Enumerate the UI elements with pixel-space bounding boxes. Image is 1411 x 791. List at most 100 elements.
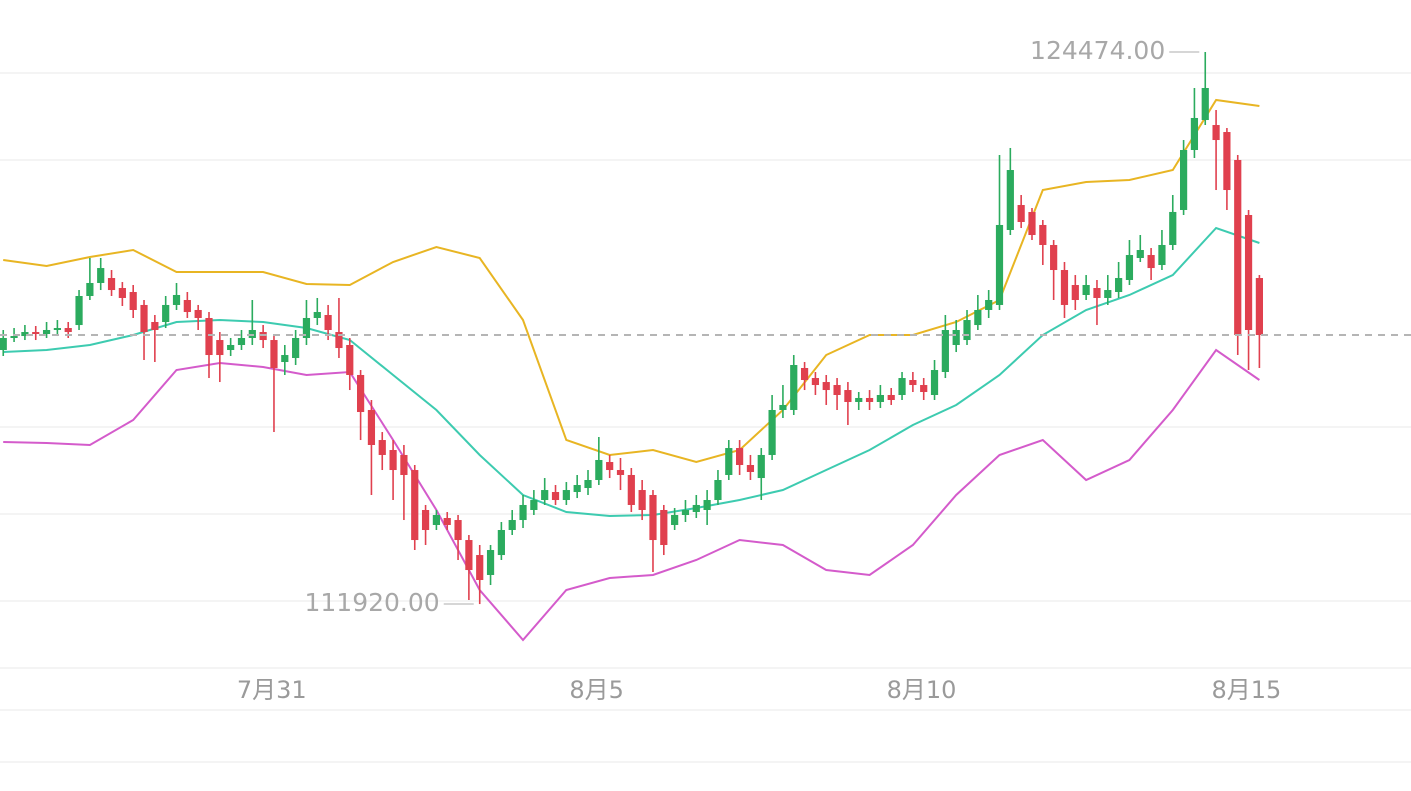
candle-body [562, 490, 570, 501]
candle-body [172, 294, 181, 305]
candle-body [876, 394, 884, 402]
candle-body [1071, 285, 1079, 301]
candle-body [1093, 288, 1101, 298]
candle-body [790, 365, 798, 410]
candle-body [865, 397, 874, 402]
candle-body [292, 338, 300, 359]
candle-body [42, 329, 51, 334]
candle-body [941, 329, 949, 372]
annotation-label: 124474.00 [1030, 36, 1165, 65]
x-tick-label: 8月10 [887, 676, 957, 704]
candle-body [486, 550, 495, 575]
candle-body [118, 288, 126, 298]
annotation-label: 111920.00 [305, 588, 440, 617]
candle-body [248, 329, 256, 339]
candle-body [194, 309, 202, 318]
candle-body [497, 530, 505, 556]
candle-body [671, 515, 679, 525]
candle-body [1039, 224, 1047, 245]
candle-body [541, 490, 549, 501]
candle-body [97, 268, 105, 283]
candle-body [974, 309, 982, 326]
candle-body [995, 224, 1004, 305]
candle-body [1244, 215, 1253, 330]
candle-body [162, 304, 170, 322]
candle-body [757, 454, 765, 479]
candle-body [140, 304, 148, 333]
candle-body [1006, 170, 1014, 230]
x-tick-label: 8月5 [569, 676, 624, 704]
candle-body [1158, 244, 1166, 266]
candle-body [454, 520, 462, 541]
candle-body [1179, 150, 1188, 210]
candle-body [530, 500, 538, 510]
candle-body [465, 540, 473, 571]
candle-body [1147, 255, 1155, 269]
candle-body [281, 355, 289, 363]
candle-body [205, 317, 213, 356]
candle-body [909, 379, 917, 386]
candle-body [800, 367, 809, 380]
candle-body [1050, 244, 1058, 271]
candle-body [1190, 117, 1199, 151]
candle-body [1136, 250, 1144, 259]
candle-body [1104, 290, 1112, 298]
candle-body [551, 492, 560, 501]
candle-body [1169, 211, 1177, 245]
candle-body [227, 344, 235, 351]
candle-body [811, 378, 820, 386]
candle-body [833, 385, 841, 395]
candle-body [313, 312, 321, 318]
candle-body [855, 397, 863, 402]
candle-body [183, 300, 191, 313]
candle-body [10, 336, 18, 339]
candle-body [963, 320, 971, 341]
candle-body [725, 448, 733, 475]
candle-body [1234, 159, 1242, 336]
candle-body [930, 370, 939, 395]
candle-body [0, 338, 7, 351]
candle-body [779, 404, 787, 410]
candle-body [53, 328, 61, 330]
candle-body [237, 338, 246, 345]
candle-body [1017, 205, 1025, 222]
candle-body [129, 292, 137, 310]
candle-body [573, 485, 581, 493]
candle-body [1060, 270, 1069, 305]
candle-body [952, 329, 960, 345]
candle-body [508, 520, 516, 531]
x-tick-label: 8月15 [1211, 676, 1281, 704]
candle-body [1082, 285, 1090, 295]
candle-body [1028, 212, 1036, 236]
band-line [3, 348, 1260, 642]
candle-body [1125, 255, 1134, 280]
candle-body [985, 300, 993, 310]
candle-body [660, 509, 668, 545]
candle-body [627, 474, 635, 505]
candle-body [887, 394, 895, 401]
candle-body [898, 378, 906, 395]
candle-body [357, 374, 365, 413]
candle-body [595, 459, 603, 481]
candle-body [638, 490, 646, 510]
candle-body [1223, 132, 1231, 191]
candle-body [443, 517, 451, 525]
candle-body [746, 465, 755, 472]
candle-body [367, 409, 376, 445]
candles [0, 51, 1263, 605]
candle-body [844, 390, 852, 402]
candle-body [324, 315, 332, 330]
candle-body [421, 509, 430, 531]
candle-body [703, 500, 711, 510]
x-tick-label: 7月31 [237, 676, 307, 704]
grid [0, 72, 1411, 763]
candle-body [584, 480, 592, 489]
candle-body [1115, 278, 1123, 293]
candle-body [1212, 125, 1220, 141]
candle-body [649, 494, 657, 541]
candle-body [335, 332, 343, 349]
candle-body [21, 332, 29, 337]
candle-body [259, 332, 267, 341]
candle-body [411, 470, 419, 541]
